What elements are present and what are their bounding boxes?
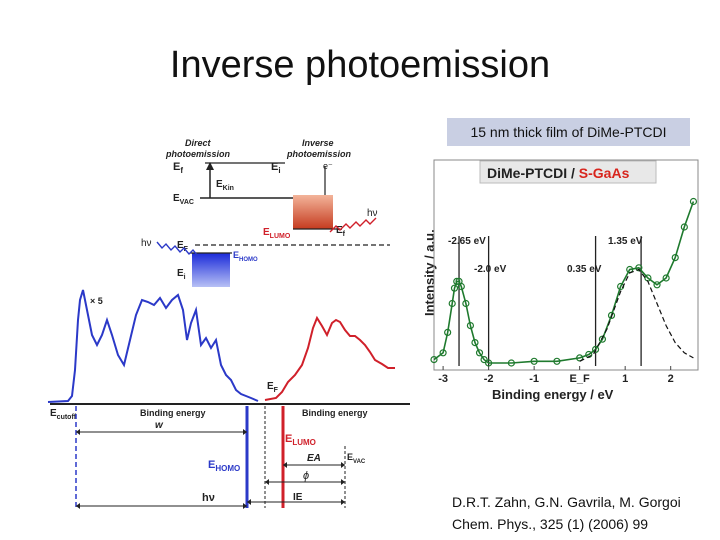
data-point <box>462 299 470 308</box>
inverse-label-1: Inverse <box>302 138 334 148</box>
photon-in-wave <box>156 241 199 257</box>
binding-right-label: Binding energy <box>302 408 368 418</box>
data-point <box>475 349 484 357</box>
ei-top-label: Ei <box>271 161 281 175</box>
ef-top-label: Ef <box>173 161 183 175</box>
ehomo-top-label: EHOMO <box>233 250 258 263</box>
ef-axis-label: EF <box>267 381 279 394</box>
ekin-label: EKin <box>216 179 234 192</box>
ef-right-label: Ef <box>336 225 346 238</box>
data-point <box>635 264 643 272</box>
x-tick-label: -3 <box>438 373 448 385</box>
data-point <box>530 357 538 365</box>
citation-authors: D.R.T. Zahn, G.N. Gavrila, M. Gorgoi <box>452 494 681 510</box>
data-point <box>485 359 493 367</box>
data-point <box>680 223 688 231</box>
evac-label: EVAC <box>173 193 194 206</box>
data-point <box>457 282 465 291</box>
annot-m265: -2.65 eV <box>448 236 486 247</box>
homo-band <box>192 253 230 287</box>
hv-right-label: hν <box>367 208 378 219</box>
ipes-spectrum-chart: Intensity / a.u. DiMe-PTCDI / S-GaAs -3 -… <box>422 159 699 402</box>
data-point <box>591 345 600 353</box>
annot-m20: -2.0 eV <box>474 264 507 275</box>
w-label: w <box>155 420 164 431</box>
data-point <box>689 197 698 206</box>
x-tick-label: 2 <box>668 373 674 385</box>
data-point <box>430 356 438 364</box>
data-point <box>453 277 461 285</box>
hv-bottom-label: hν <box>202 492 215 504</box>
hv-left-label: hν <box>141 238 152 249</box>
ea-label: EA <box>307 453 321 464</box>
slide-title: Inverse photoemission <box>169 44 551 86</box>
direct-label-1: Direct <box>185 138 212 148</box>
x-tick-label: E_F <box>570 373 590 385</box>
series-line-fit <box>579 268 694 362</box>
plot-frame <box>433 159 699 371</box>
chart-xlabel: Binding energy / eV <box>492 387 614 402</box>
data-point <box>471 339 479 347</box>
x5-label: × 5 <box>90 296 103 306</box>
evac-bottom-label: EVAC <box>347 452 366 465</box>
chart-ylabel: Intensity / a.u. <box>422 229 437 316</box>
data-point <box>553 357 561 365</box>
annot-035: 0.35 eV <box>567 264 602 275</box>
inverse-label-2: photoemission <box>286 149 352 159</box>
ei-bottom-label: Ei <box>177 268 186 281</box>
ef-mid-label: EF <box>177 240 189 253</box>
ie-label: IE <box>293 492 303 503</box>
lumo-spectrum <box>264 315 395 401</box>
binding-left-label: Binding energy <box>140 408 206 418</box>
annot-135: 1.35 eV <box>608 236 643 247</box>
data-point <box>444 328 452 336</box>
chart-legend: DiMe-PTCDI / S-GaAs <box>487 165 630 181</box>
data-point <box>585 350 593 359</box>
lumo-band <box>293 195 333 229</box>
data-point <box>662 274 670 282</box>
data-point <box>607 311 616 319</box>
citation-journal: Chem. Phys., 325 (1) (2006) 99 <box>452 516 649 532</box>
data-point <box>448 299 456 308</box>
data-point <box>653 281 661 289</box>
ecutoff-label: Ecutoff <box>50 408 77 421</box>
data-point <box>507 359 515 367</box>
elumo-bottom-label: ELUMO <box>285 433 316 447</box>
homo-spectrum <box>47 289 259 403</box>
x-tick-label: -1 <box>529 373 539 385</box>
data-point <box>671 253 679 262</box>
phi-label: ϕ <box>303 470 309 482</box>
electron-label: e⁻ <box>323 161 333 171</box>
legend-box <box>479 160 657 184</box>
data-point <box>466 322 475 330</box>
series-line-measured <box>433 201 695 364</box>
photoemission-schematic: Direct photoemission Inverse photoemissi… <box>47 138 410 509</box>
elumo-label: ELUMO <box>263 227 291 240</box>
data-point <box>480 356 488 364</box>
ehomo-bottom-label: EHOMO <box>208 459 240 473</box>
x-tick-label: -2 <box>484 373 494 385</box>
x-tick-label: 1 <box>622 373 628 385</box>
data-point <box>598 335 607 343</box>
photon-out-wave <box>329 217 377 233</box>
figure-caption: 15 nm thick film of DiMe-PTCDI <box>447 118 690 146</box>
direct-label-2: photoemission <box>165 149 231 159</box>
data-point <box>450 284 459 292</box>
data-point <box>439 349 447 357</box>
